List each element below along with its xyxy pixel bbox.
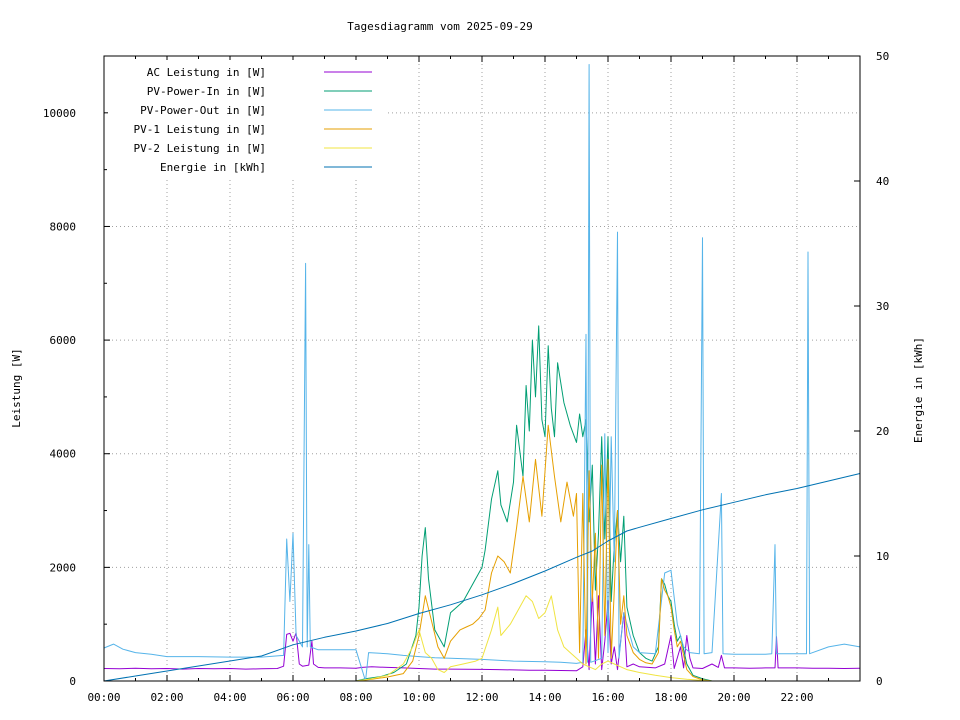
y2-tick-label: 30: [876, 300, 889, 313]
y2-tick-label: 0: [876, 675, 883, 688]
x-tick-label: 20:00: [717, 691, 750, 704]
y-axis-label: Leistung [W]: [10, 348, 23, 427]
x-tick-label: 00:00: [87, 691, 120, 704]
x-tick-label: 08:00: [339, 691, 372, 704]
legend-label: Energie in [kWh]: [160, 161, 266, 174]
series-line-3: [103, 64, 861, 682]
x-tick-label: 12:00: [465, 691, 498, 704]
y2-tick-label: 50: [876, 50, 889, 63]
series-line-4: [104, 424, 860, 682]
y-tick-label: 6000: [50, 334, 77, 347]
x-tick-label: 10:00: [402, 691, 435, 704]
y-tick-label: 0: [69, 675, 76, 688]
y2-tick-label: 40: [876, 175, 889, 188]
y2-tick-label: 10: [876, 550, 889, 563]
x-tick-label: 18:00: [654, 691, 687, 704]
axis-ticks: 00:00 02:00 04:00 06:00 08:00 10:00 12:00 14:00…: [43, 50, 889, 704]
legend-label: PV-Power-Out in [W]: [140, 104, 266, 117]
plot-area: [103, 64, 861, 682]
series-line-6: [103, 473, 861, 682]
series-line-2: [104, 325, 860, 682]
chart-title: Tagesdiagramm vom 2025-09-29: [347, 20, 532, 33]
x-tick-label: 02:00: [150, 691, 183, 704]
x-tick-label: 16:00: [591, 691, 624, 704]
y-tick-label: 2000: [50, 561, 77, 574]
legend-label: PV-2 Leistung in [W]: [134, 142, 266, 155]
legend-label: PV-Power-In in [W]: [147, 85, 266, 98]
x-tick-label: 14:00: [528, 691, 561, 704]
x-tick-label: 06:00: [276, 691, 309, 704]
y2-tick-label: 20: [876, 425, 889, 438]
x-tick-label: 04:00: [213, 691, 246, 704]
y2-axis-label: Energie in [kWh]: [912, 337, 925, 443]
y-tick-label: 8000: [50, 220, 77, 233]
series-line-5: [104, 595, 860, 682]
y-tick-label: 10000: [43, 107, 76, 120]
legend-label: AC Leistung in [W]: [147, 66, 266, 79]
series-line-1: [103, 589, 861, 672]
legend: AC Leistung in [W] PV-Power-In in [W] PV-P…: [108, 60, 388, 178]
y-tick-label: 4000: [50, 448, 77, 461]
legend-label: PV-1 Leistung in [W]: [134, 123, 266, 136]
x-tick-label: 22:00: [780, 691, 813, 704]
